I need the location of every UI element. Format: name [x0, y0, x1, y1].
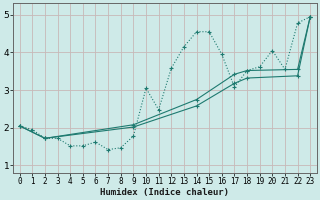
X-axis label: Humidex (Indice chaleur): Humidex (Indice chaleur)	[100, 188, 229, 197]
